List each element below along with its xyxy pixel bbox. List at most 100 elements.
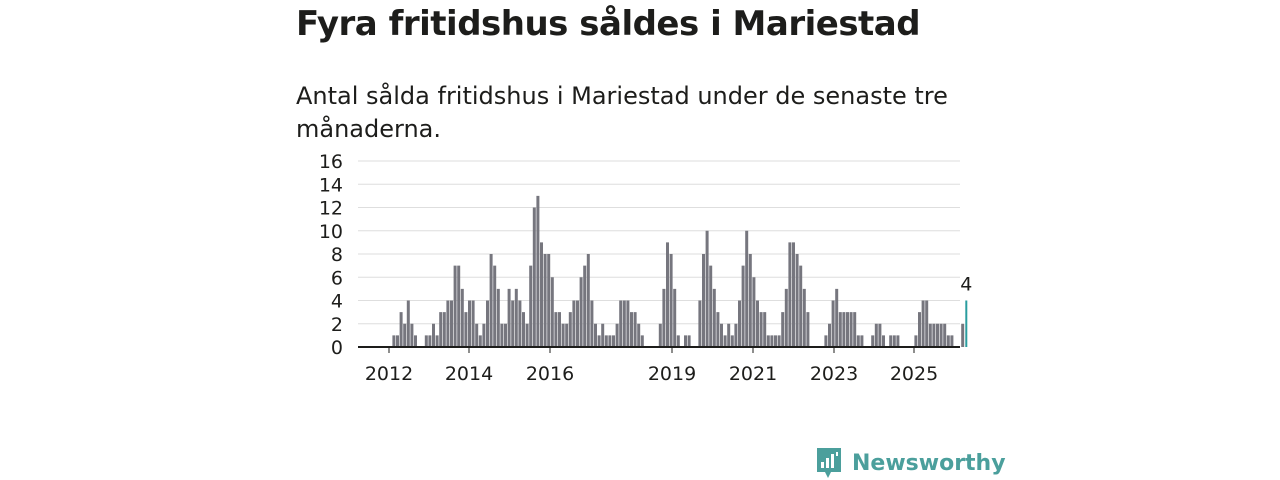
bar <box>698 300 702 347</box>
bar <box>493 265 497 347</box>
bar <box>637 323 641 347</box>
bar <box>529 265 533 347</box>
bar <box>784 288 788 347</box>
bar <box>471 300 475 347</box>
bar <box>745 230 749 347</box>
y-tick-label: 16 <box>319 151 343 173</box>
highlighted-bar <box>965 300 968 347</box>
bar <box>392 335 396 347</box>
bar <box>702 254 705 347</box>
bar <box>712 288 716 347</box>
bar <box>396 335 399 347</box>
bar <box>561 323 565 347</box>
bar <box>824 335 828 347</box>
bar <box>734 323 738 347</box>
bar <box>846 312 849 347</box>
bar <box>446 300 450 347</box>
bar <box>928 323 932 347</box>
bar <box>799 265 803 347</box>
bar <box>406 300 410 347</box>
bar <box>939 323 943 347</box>
y-tick-label: 14 <box>319 174 343 196</box>
bar <box>612 335 615 347</box>
x-tick-label: 2016 <box>526 363 574 385</box>
y-tick-label: 8 <box>331 244 343 266</box>
chart-title: Fyra fritidshus såldes i Mariestad <box>296 4 921 44</box>
bar <box>878 323 882 347</box>
bar <box>583 265 587 347</box>
bar <box>414 335 417 347</box>
newsworthy-logo[interactable]: Newsworthy <box>815 446 1006 480</box>
bar <box>500 323 504 347</box>
bar <box>777 335 781 347</box>
bar <box>716 312 720 347</box>
bar <box>666 242 669 347</box>
bar <box>410 323 414 347</box>
bar <box>590 300 594 347</box>
bar <box>806 312 810 347</box>
bar <box>774 335 777 347</box>
bar <box>525 323 529 347</box>
bar <box>432 323 435 347</box>
bar <box>435 335 439 347</box>
bar <box>457 265 461 347</box>
bar <box>860 335 864 347</box>
bar <box>604 335 608 347</box>
bar <box>504 323 507 347</box>
bar <box>507 288 511 347</box>
bar <box>576 300 579 347</box>
bar <box>687 335 691 347</box>
bar <box>586 254 590 347</box>
bar <box>950 335 954 347</box>
bar <box>828 323 831 347</box>
bar <box>399 312 403 347</box>
bar <box>669 254 673 347</box>
bar <box>597 335 601 347</box>
y-tick-label: 12 <box>319 198 343 220</box>
x-tick-label: 2014 <box>445 363 493 385</box>
bar <box>738 300 741 347</box>
bar <box>896 335 900 347</box>
bar <box>565 323 569 347</box>
bar <box>763 312 767 347</box>
bar <box>676 335 680 347</box>
bar <box>914 335 918 347</box>
bar <box>831 300 835 347</box>
bar <box>511 300 515 347</box>
y-tick-label: 4 <box>331 291 343 313</box>
bar <box>925 300 929 347</box>
bar <box>684 335 687 347</box>
y-tick-label: 6 <box>331 267 343 289</box>
bar <box>496 288 500 347</box>
x-tick-label: 2012 <box>365 363 413 385</box>
bar <box>568 312 572 347</box>
bar <box>673 288 677 347</box>
bar <box>918 312 921 347</box>
bar <box>478 335 482 347</box>
bar <box>630 312 633 347</box>
bar <box>842 312 846 347</box>
bar <box>442 312 446 347</box>
bar <box>730 335 734 347</box>
newsworthy-logo-icon <box>817 448 841 478</box>
bar <box>748 254 752 347</box>
bar <box>536 195 540 347</box>
bar <box>892 335 896 347</box>
bar <box>788 242 792 347</box>
bar <box>838 312 842 347</box>
bar <box>460 288 464 347</box>
bar <box>450 300 453 347</box>
bar <box>468 300 471 347</box>
bar <box>640 335 644 347</box>
bar <box>741 265 745 347</box>
bar <box>626 300 630 347</box>
bar <box>439 312 443 347</box>
bar <box>727 323 731 347</box>
newsworthy-logo-text: Newsworthy <box>852 450 1006 476</box>
bar <box>489 254 493 347</box>
x-tick-label: 2025 <box>890 363 938 385</box>
bar <box>464 312 468 347</box>
bar <box>601 323 605 347</box>
x-tick-label: 2019 <box>648 363 696 385</box>
